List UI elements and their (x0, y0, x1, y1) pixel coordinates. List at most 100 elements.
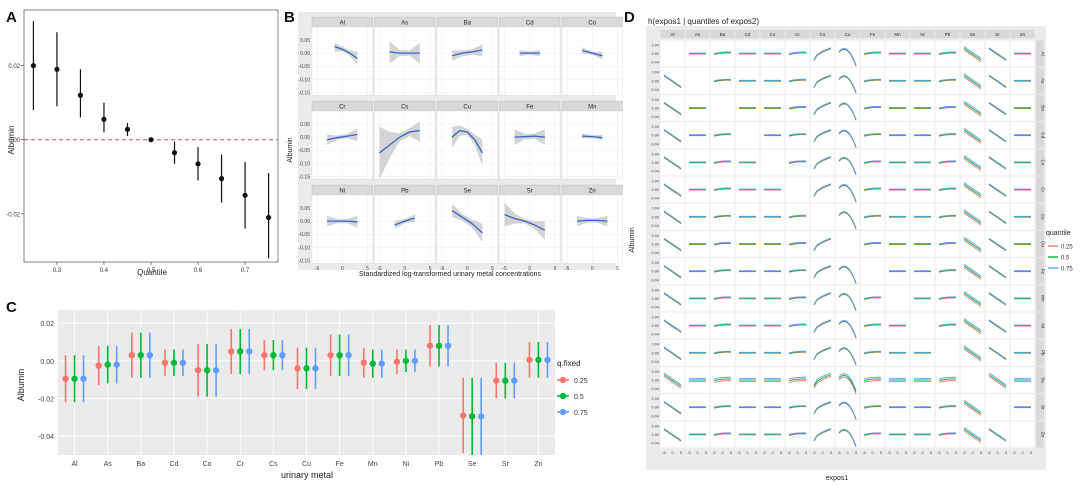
panel-d-col-strip (835, 30, 860, 38)
panel-c-chart: Albumin urinary metal q.fixed 0.02 0.00 -0… (16, 310, 588, 480)
panel-d-xtick-label: 5 (930, 451, 932, 455)
panel-d-xtick-label: -5 (837, 451, 840, 455)
panel-letter-a: A (6, 9, 17, 26)
panel-d-col-strip (1010, 30, 1035, 38)
panel-c-xtick-label: Ba (137, 461, 146, 468)
panel-d-curve (863, 79, 882, 82)
panel-d-xtick-label: -5 (787, 451, 790, 455)
panel-d-ytick-label: 0.04 (652, 316, 659, 320)
panel-d-curve (863, 214, 882, 218)
panel-d-ytick-label: 0.04 (652, 180, 659, 184)
panel-d-cell (910, 312, 935, 339)
panel-d-xtick-label: -5 (812, 451, 815, 455)
panel-c-point (203, 367, 211, 374)
panel-d-curve (838, 376, 857, 394)
panel-d-ytick-label: -0.04 (650, 360, 659, 364)
panel-d-curve (788, 241, 807, 245)
panel-d-curve (663, 101, 682, 115)
panel-d-ytick-label: 0.00 (652, 161, 659, 165)
panel-d-curve (938, 297, 957, 300)
panel-d-curve (938, 243, 957, 246)
panel-c-xtick-label: Cs (269, 461, 278, 468)
panel-d-curve (838, 401, 857, 419)
panel-d-title: h(expos1 | quantiles of expos2) (648, 17, 759, 26)
panel-b-xtick-label: 5 (429, 266, 432, 272)
panel-d-xtick-label: 0 (871, 451, 873, 455)
panel-d-curve (788, 350, 807, 354)
panel-b-xtick-label: 0 (466, 266, 469, 272)
panel-d-curve (663, 372, 682, 386)
panel-d-curve (788, 380, 807, 383)
panel-c-xtick-label: Al (71, 461, 78, 468)
panel-d-xtick-label: 5 (1030, 451, 1032, 455)
panel-d-cell (810, 40, 835, 67)
panel-d-curve (838, 211, 857, 229)
panel-d-curve (963, 399, 982, 413)
panel-c-point (511, 377, 518, 384)
panel-d-ytick-label: 0.04 (652, 370, 659, 374)
panel-d-curve (838, 75, 857, 93)
panel-a-point (218, 176, 225, 182)
panel-d-xtick-label: 5 (855, 451, 857, 455)
panel-d-curve (863, 106, 882, 110)
panel-b-fit-line (389, 51, 420, 54)
panel-d-xtick-label: 0 (696, 451, 698, 455)
panel-c-legend-swatch (559, 408, 567, 416)
panel-d-curve (938, 160, 957, 164)
panel-d-row-label: Ni (1041, 323, 1046, 327)
panel-d-curve (963, 102, 982, 115)
panel-d-curve (963, 403, 982, 416)
panel-a-point (242, 192, 248, 198)
panel-d-curve (788, 297, 807, 300)
panel-d-col-label: Cr (795, 32, 800, 37)
panel-d-col-strip (810, 30, 835, 38)
panel-d-row-label: Cr (1041, 187, 1046, 192)
panel-d-cell (860, 366, 885, 394)
panel-d-curve (863, 380, 882, 383)
panel-b-fit-line (582, 135, 603, 139)
panel-d-ytick-label: -0.04 (650, 197, 659, 201)
panel-d-curve (713, 134, 732, 137)
panel-d-curve (713, 350, 732, 354)
panel-d-curve (713, 160, 732, 164)
panel-d-curve (813, 47, 832, 60)
panel-d-xtick-label: -5 (962, 451, 965, 455)
panel-d-curve (988, 374, 1007, 387)
panel-d-col-strip (685, 30, 710, 38)
panel-d-curve (963, 294, 982, 307)
panel-d-curve (938, 51, 957, 55)
panel-d-curve (863, 133, 882, 136)
panel-d-row-label: Sr (1041, 405, 1046, 410)
panel-a-xtick-label: 0.7 (241, 268, 250, 274)
panel-d-curve (988, 265, 1007, 278)
panel-a-xtick-label: 0.6 (194, 268, 203, 274)
panel-d-ytick-label: 0.04 (652, 397, 659, 401)
panel-c-point (279, 351, 286, 359)
panel-d-cell (710, 94, 735, 122)
panel-d-curve (713, 269, 732, 272)
panel-d-curve (938, 378, 957, 382)
panel-d-curve (863, 376, 882, 380)
panel-d-row-label: Ba (1041, 105, 1046, 111)
panel-d-ytick-label: 0.00 (652, 433, 659, 437)
panel-d-curve (988, 156, 1007, 169)
panel-d-xtick-label: -5 (862, 451, 865, 455)
panel-d-curve (663, 210, 682, 223)
panel-d-ytick-label: 0.00 (652, 324, 659, 328)
panel-b-facet-label: Ni (339, 189, 345, 195)
panel-d-ytick-label: 0.00 (652, 351, 659, 355)
panel-d-curve (963, 321, 982, 335)
panel-d-curve (788, 214, 807, 218)
panel-d-curve (813, 237, 832, 251)
panel-d-curve (813, 428, 832, 441)
panel-b-ytick-label: 0.00 (300, 51, 310, 57)
panel-d-xtick-label: 5 (680, 451, 682, 455)
panel-c-point (303, 365, 310, 372)
panel-d-curve (788, 269, 807, 273)
panel-d-col-strip (935, 30, 960, 38)
panel-d-row-strip (1036, 339, 1044, 366)
panel-d-curve (988, 319, 1007, 332)
panel-d-cell (960, 366, 985, 394)
panel-d-col-label: Pb (945, 32, 951, 37)
